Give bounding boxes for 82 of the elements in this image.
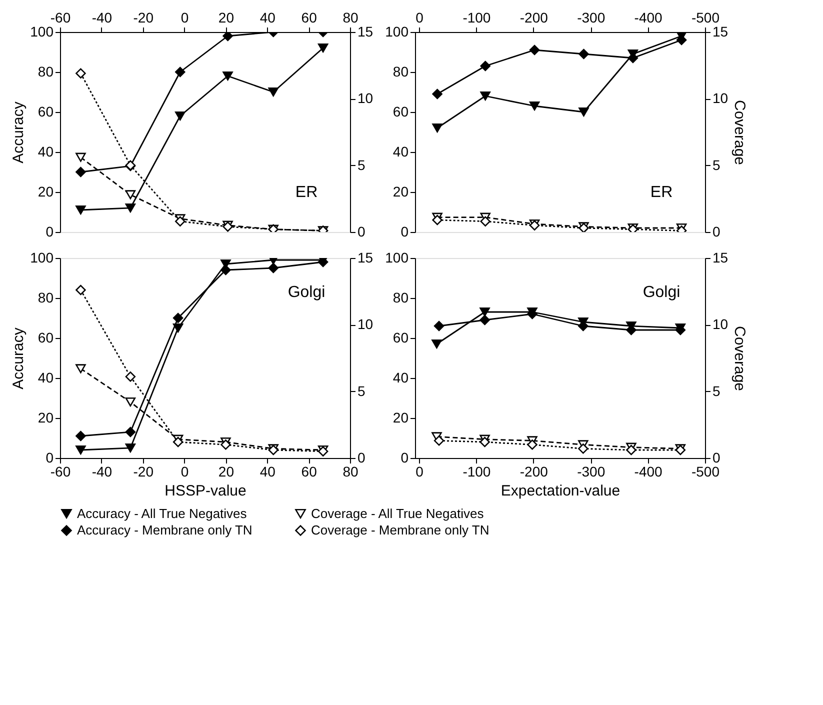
- y2-tick-label: 15: [712, 250, 728, 266]
- y-tick-label: 60: [392, 104, 409, 120]
- x-tick-label: 40: [260, 464, 276, 480]
- y2-tick-label: 5: [358, 156, 366, 173]
- x-axis-title: Expectation-value: [500, 482, 620, 500]
- y-tick-label: 0: [46, 224, 54, 240]
- y2-tick-label: 5: [712, 156, 720, 173]
- y2-tick-label: 0: [358, 224, 366, 240]
- y-tick-label: 0: [400, 450, 409, 466]
- y-tick-label: 20: [38, 184, 54, 200]
- y2-tick-label: 0: [358, 450, 366, 466]
- x-tick-label: -40: [92, 10, 112, 26]
- y-tick-label: 100: [385, 24, 409, 40]
- x-tick-label: -60: [50, 10, 71, 26]
- x-tick-label: 40: [260, 10, 276, 26]
- y-tick-label: 60: [392, 330, 409, 346]
- y-tick-label: 40: [392, 370, 409, 386]
- y2-axis-title: Coverage: [731, 326, 748, 392]
- y2-tick-label: 15: [358, 24, 374, 40]
- y2-tick-label: 10: [358, 316, 374, 332]
- y-tick-label: 80: [392, 290, 409, 306]
- x-tick-label: -20: [133, 10, 154, 26]
- x-tick-label: -40: [92, 464, 112, 480]
- x-tick-label: -300: [577, 10, 606, 26]
- x-tick-label: 20: [218, 464, 234, 480]
- y-tick-label: 20: [38, 410, 54, 426]
- y2-tick-label: 15: [712, 24, 728, 40]
- x-tick-label: -200: [520, 10, 548, 26]
- x-tick-label: -200: [520, 464, 548, 480]
- y2-axis-title: Coverage: [731, 100, 748, 166]
- y2-tick-label: 10: [358, 90, 374, 106]
- y2-tick-label: 5: [358, 382, 366, 399]
- annotation: Golgi: [642, 284, 680, 301]
- y-tick-label: 0: [400, 224, 409, 240]
- legend-label: Coverage - All True Negatives: [311, 506, 484, 521]
- annotation: Golgi: [288, 284, 326, 301]
- legend-label: Coverage - Membrane only TN: [311, 522, 490, 538]
- y-tick-label: 20: [392, 184, 409, 200]
- y-tick-label: 0: [46, 450, 54, 466]
- x-tick-label: 0: [180, 10, 189, 26]
- y2-tick-label: 15: [358, 250, 374, 266]
- x-tick-label: 0: [416, 464, 424, 480]
- x-tick-label: 80: [342, 464, 358, 480]
- x-tick-label: -100: [462, 10, 491, 26]
- y2-tick-label: 10: [712, 90, 728, 106]
- y-tick-label: 80: [38, 290, 54, 306]
- y-tick-label: 60: [38, 104, 54, 120]
- x-tick-label: -300: [577, 464, 606, 480]
- y-tick-label: 20: [392, 410, 409, 426]
- y-axis-title: Accuracy: [10, 101, 28, 164]
- x-tick-label: -100: [462, 464, 491, 480]
- x-tick-label: -20: [133, 464, 154, 480]
- y-tick-label: 60: [38, 330, 54, 346]
- y-axis-title: Accuracy: [10, 327, 28, 390]
- x-tick-label: -400: [634, 464, 663, 480]
- x-tick-label: 60: [301, 464, 318, 480]
- x-tick-label: -500: [691, 10, 720, 26]
- legend-label: Accuracy - Membrane only TN: [77, 522, 252, 538]
- x-tick-label: 20: [218, 10, 234, 26]
- x-tick-label: 0: [180, 464, 189, 480]
- x-tick-label: 80: [342, 10, 358, 26]
- y-tick-label: 100: [385, 250, 409, 266]
- annotation: ER: [295, 184, 318, 201]
- y-tick-label: 40: [392, 144, 409, 160]
- x-tick-label: 0: [416, 10, 424, 26]
- y-tick-label: 40: [38, 370, 54, 386]
- x-axis-title: HSSP-value: [164, 482, 246, 500]
- y2-tick-label: 0: [712, 224, 720, 240]
- x-tick-label: 60: [301, 10, 318, 26]
- x-tick-label: -400: [634, 10, 663, 26]
- x-tick-label: -60: [50, 464, 71, 480]
- y2-tick-label: 10: [712, 316, 728, 332]
- y-tick-label: 100: [30, 250, 54, 266]
- y-tick-label: 80: [38, 64, 54, 80]
- annotation: ER: [650, 184, 673, 201]
- y-tick-label: 100: [30, 24, 54, 40]
- legend-label: Accuracy - All True Negatives: [77, 506, 248, 521]
- y2-tick-label: 5: [712, 382, 720, 399]
- y-tick-label: 40: [38, 144, 54, 160]
- y2-tick-label: 0: [712, 450, 720, 466]
- x-tick-label: -500: [691, 464, 720, 480]
- y-tick-label: 80: [392, 64, 409, 80]
